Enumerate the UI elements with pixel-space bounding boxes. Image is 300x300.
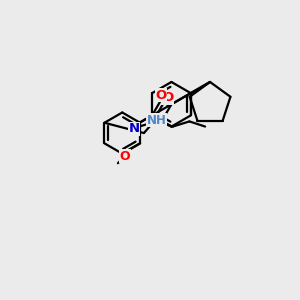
Text: O: O xyxy=(155,89,167,102)
Text: NH: NH xyxy=(147,114,167,127)
Text: O: O xyxy=(162,92,173,104)
Text: N: N xyxy=(129,122,140,135)
Text: O: O xyxy=(120,150,130,163)
